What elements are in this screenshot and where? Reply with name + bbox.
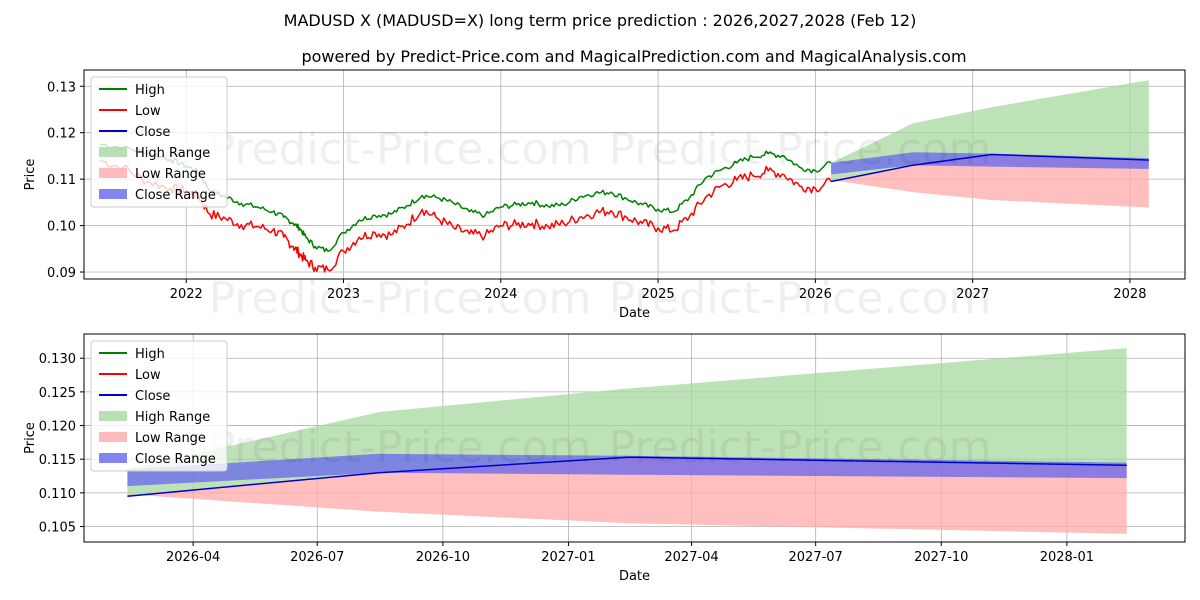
legend-label: Low: [135, 368, 161, 383]
legend-label: Low: [135, 104, 161, 119]
watermark-text: Predict-Price.com: [209, 422, 592, 473]
legend-label: High: [135, 347, 165, 362]
y-tick-label: 0.13: [47, 80, 76, 95]
legend-patch-swatch: [99, 147, 127, 157]
legend-patch-swatch: [99, 453, 127, 463]
legend-label: Close Range: [135, 452, 216, 467]
y-tick-label: 0.110: [39, 487, 76, 502]
watermark-text: Predict-Price.com: [609, 124, 992, 175]
plot-area: [127, 348, 1127, 534]
x-tick-label: 2027-10: [914, 550, 968, 565]
legend-label: High: [135, 83, 165, 98]
x-axis-label: Date: [619, 569, 650, 584]
legend-label: Close: [135, 125, 170, 140]
y-tick-label: 0.105: [39, 521, 76, 536]
y-tick-label: 0.115: [39, 453, 76, 468]
y-tick-label: 0.120: [39, 420, 76, 435]
legend-label: High Range: [135, 410, 210, 425]
top-panel: Predict-Price.com Predict-Price.com Predic…: [23, 69, 1186, 324]
legend: High Low Close High Range Low Range Close Ran…: [90, 76, 228, 208]
legend: High Low Close High Range Low Range Close Ran…: [90, 340, 228, 472]
legend-label: Low Range: [135, 431, 206, 446]
x-tick-label: 2026-10: [416, 550, 470, 565]
legend-label: Close Range: [135, 188, 216, 203]
x-tick-label: 2027-01: [541, 550, 595, 565]
y-axis-label: Price: [23, 422, 38, 454]
legend-label: Low Range: [135, 167, 206, 182]
y-tick-label: 0.11: [47, 173, 76, 188]
legend-label: High Range: [135, 146, 210, 161]
legend-patch-swatch: [99, 189, 127, 199]
x-tick-label: 2026-07: [290, 550, 344, 565]
x-tick-label: 2025: [642, 287, 675, 302]
watermark-text: Predict-Price.com: [609, 273, 992, 324]
chart-title: MADUSD X (MADUSD=X) long term price pred…: [284, 11, 917, 30]
x-tick-label: 2026-04: [166, 550, 220, 565]
watermark-text: Predict-Price.com: [209, 124, 592, 175]
close-series: [830, 153, 1149, 183]
x-tick-label: 2024: [484, 287, 517, 302]
bottom-panel: Predict-Price.com Predict-Price.com 2026-0…: [23, 333, 1186, 584]
x-tick-label: 2028: [1113, 287, 1146, 302]
y-axis-label: Price: [23, 159, 38, 191]
y-tick-label: 0.09: [47, 266, 76, 281]
x-tick-label: 2027: [956, 287, 989, 302]
watermark-text: Predict-Price.com: [609, 422, 992, 473]
x-tick-label: 2027-07: [789, 550, 843, 565]
plot-area: [99, 80, 1149, 273]
axes-frame: [83, 69, 1186, 280]
low-series: [99, 159, 832, 273]
y-tick-label: 0.12: [47, 127, 76, 142]
x-tick-label: 2027-04: [664, 550, 718, 565]
watermark-text: Predict-Price.com: [209, 273, 592, 324]
y-tick-label: 0.130: [39, 352, 76, 367]
x-tick-label: 2028-01: [1040, 550, 1094, 565]
high-series: [99, 143, 832, 253]
axes-frame: [83, 333, 1186, 543]
legend-patch-swatch: [99, 432, 127, 442]
chart-subtitle: powered by Predict-Price.com and Magical…: [301, 47, 966, 66]
close-series: [127, 456, 1127, 497]
legend-patch-swatch: [99, 411, 127, 421]
legend-patch-swatch: [99, 168, 127, 178]
y-tick-label: 0.125: [39, 386, 76, 401]
y-tick-label: 0.10: [47, 220, 76, 235]
x-tick-label: 2022: [170, 287, 203, 302]
x-tick-label: 2023: [327, 287, 360, 302]
x-tick-label: 2026: [799, 287, 832, 302]
x-axis-label: Date: [619, 306, 650, 321]
low-range-band: [831, 154, 1149, 208]
legend-label: Close: [135, 389, 170, 404]
